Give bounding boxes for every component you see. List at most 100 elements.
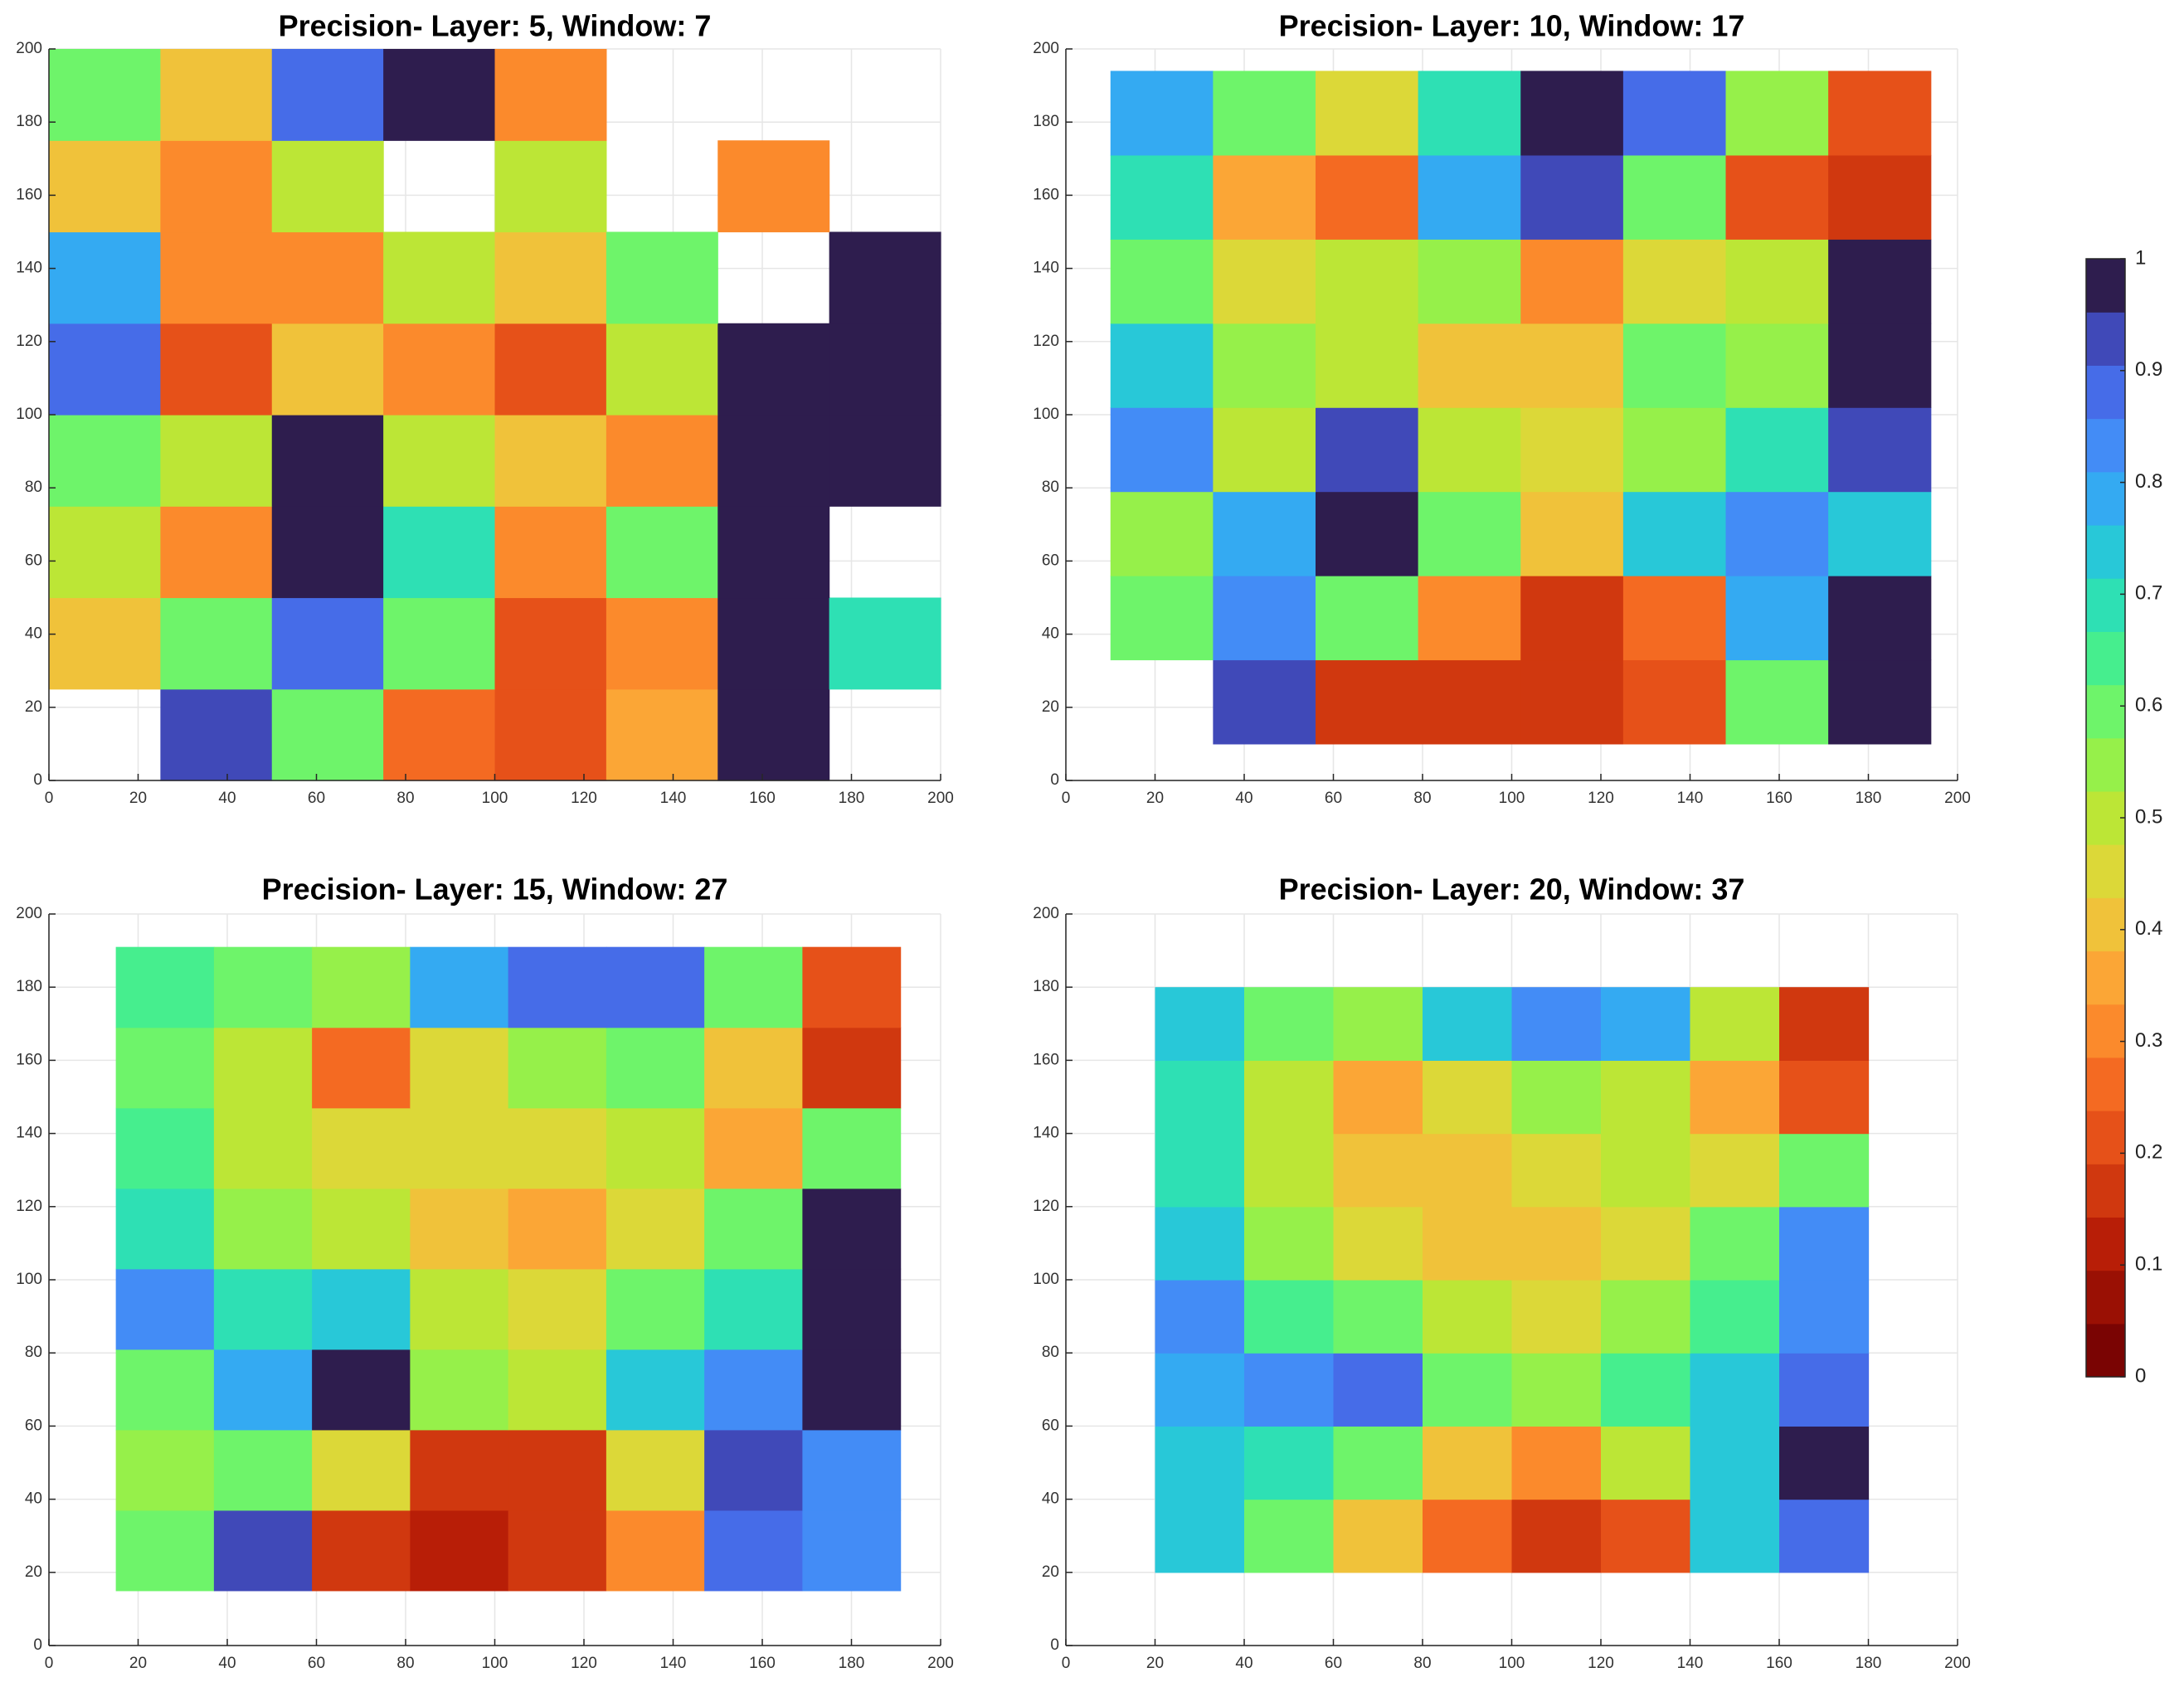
heatmap-cell	[829, 231, 941, 324]
heatmap-cell	[115, 1027, 215, 1109]
heatmap-cell	[1520, 70, 1624, 156]
y-tick-label: 0	[1050, 771, 1059, 789]
y-tick-label: 0	[1050, 1636, 1059, 1654]
heatmap-cell	[1155, 1426, 1245, 1500]
x-tick-label: 100	[1499, 790, 1525, 807]
colorbar-band	[2086, 844, 2125, 898]
heatmap-cell	[1511, 1060, 1602, 1135]
y-tick-label: 200	[16, 40, 42, 57]
heatmap-cell	[802, 1268, 902, 1350]
y-tick-label: 200	[1033, 40, 1059, 57]
x-tick-label: 60	[1325, 790, 1342, 807]
y-tick-label: 100	[16, 1271, 42, 1288]
heatmap-cell	[383, 49, 496, 141]
heatmap-cell	[160, 597, 273, 690]
heatmap-cell	[312, 1429, 411, 1511]
heatmap-cell	[1779, 987, 1870, 1061]
heatmap-cell	[1828, 323, 1932, 408]
heatmap-cell	[115, 1188, 215, 1270]
heatmap-cell	[717, 506, 830, 599]
heatmap-cell	[410, 1349, 509, 1431]
heatmap-cell	[829, 597, 941, 690]
x-tick-label: 0	[45, 790, 54, 807]
heatmap-cell	[1622, 323, 1727, 408]
heatmap-cell	[494, 231, 607, 324]
x-tick-label: 180	[1856, 790, 1882, 807]
x-tick-label: 160	[1766, 790, 1792, 807]
colorbar-band	[2086, 259, 2125, 313]
colorbar-band	[2086, 418, 2125, 473]
heatmap-cell	[1828, 576, 1932, 661]
heatmap-cell	[829, 323, 941, 416]
heatmap-cell	[410, 1027, 509, 1109]
colorbar-band	[2086, 1164, 2125, 1218]
heatmap-cell	[1244, 1060, 1335, 1135]
heatmap-cell	[1316, 154, 1419, 240]
heatmap-cell	[802, 1027, 902, 1109]
colorbar-band	[2086, 897, 2125, 952]
y-tick-label: 160	[16, 186, 42, 203]
heatmap-cell	[1333, 1426, 1423, 1500]
y-tick-label: 200	[1033, 905, 1059, 922]
x-tick-label: 160	[749, 790, 776, 807]
heatmap-cell	[312, 1107, 411, 1189]
heatmap-cell	[1622, 239, 1727, 324]
heatmap-cell	[383, 506, 496, 599]
colorbar-band	[2086, 737, 2125, 792]
heatmap-cell	[271, 140, 384, 233]
heatmap-cell	[802, 1429, 902, 1511]
heatmap-cell	[410, 1429, 509, 1511]
heatmap-cell	[160, 49, 273, 141]
heatmap-cell	[1828, 407, 1932, 493]
heatmap-cell	[213, 1510, 313, 1592]
heatmap-cell	[1725, 70, 1829, 156]
x-tick-label: 120	[1588, 1655, 1614, 1672]
heatmap-cell	[494, 506, 607, 599]
heatmap-cell	[704, 1510, 803, 1592]
y-tick-label: 40	[25, 625, 42, 643]
heatmap-cell	[1622, 70, 1727, 156]
heatmap-cell	[1520, 659, 1624, 745]
heatmap-cell	[606, 323, 718, 416]
plot-area	[48, 913, 941, 1646]
heatmap-cell	[1690, 1426, 1780, 1500]
heatmap-cell	[410, 946, 509, 1028]
y-tick-label: 120	[16, 1198, 42, 1215]
y-tick-label: 140	[16, 1125, 42, 1142]
heatmap-cell	[1333, 1060, 1423, 1135]
heatmap-cell	[1423, 1499, 1513, 1573]
heatmap-cell	[1828, 154, 1932, 240]
heatmap-cell	[271, 506, 384, 599]
heatmap-cell	[1244, 1133, 1335, 1208]
heatmap-cell	[1725, 323, 1829, 408]
heatmap-cell	[606, 506, 718, 599]
heatmap-cell	[606, 688, 718, 781]
x-tick-label: 80	[1413, 1655, 1431, 1672]
heatmap-cell	[312, 1510, 411, 1592]
heatmap-cell	[1213, 239, 1316, 324]
heatmap-cell	[717, 415, 830, 507]
heatmap-cell	[704, 1107, 803, 1189]
x-tick-label: 0	[1062, 790, 1071, 807]
heatmap-cell	[383, 415, 496, 507]
heatmap-cell	[1622, 491, 1727, 576]
heatmap-cell	[1244, 987, 1335, 1061]
heatmap-cell	[1423, 1353, 1513, 1427]
heatmap-cell	[508, 1268, 607, 1350]
heatmap-cell	[1418, 323, 1521, 408]
x-tick-label: 140	[1677, 790, 1704, 807]
heatmap-cell	[1213, 491, 1316, 576]
heatmap-cell	[802, 946, 902, 1028]
heatmap-cell	[1316, 491, 1419, 576]
x-tick-label: 120	[571, 790, 597, 807]
heatmap-cell	[160, 323, 273, 416]
colorbar-band	[2086, 312, 2125, 366]
heatmap-cell	[704, 1027, 803, 1109]
y-tick-label: 160	[1033, 1051, 1059, 1068]
x-tick-label: 20	[1146, 790, 1164, 807]
heatmap-cell	[704, 1429, 803, 1511]
heatmap-cell	[1155, 1499, 1245, 1573]
colorbar-band	[2086, 1004, 2125, 1058]
heatmap-cell	[802, 1510, 902, 1592]
x-tick-label: 20	[1146, 1655, 1164, 1672]
